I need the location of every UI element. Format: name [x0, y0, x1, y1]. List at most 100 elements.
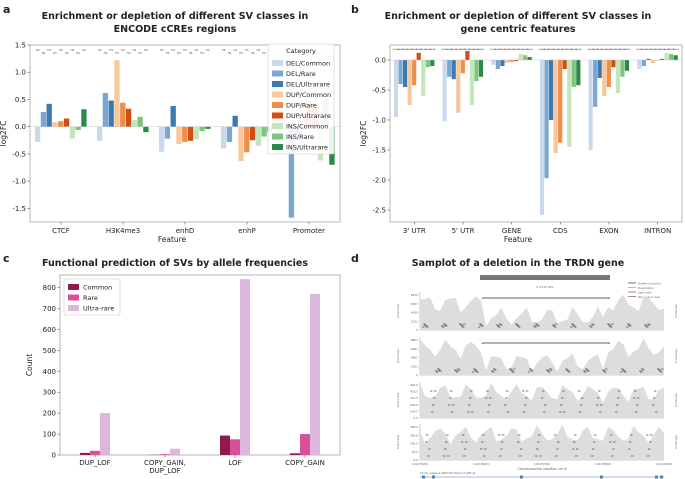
title-b-line1: Enrichment or depletion of different SV …	[385, 11, 652, 22]
b-xtick-label: 5' UTR	[452, 227, 475, 235]
b-bar	[412, 60, 417, 86]
c-bar	[80, 452, 90, 455]
b-significance-mark: ****	[575, 48, 582, 52]
a-significance-mark: ns	[245, 48, 249, 52]
a-legend-label: DEL/Common	[286, 60, 330, 68]
a-significance-mark: ns	[98, 48, 102, 52]
d-track-tick: 4402	[411, 356, 418, 360]
panel-letter-d: d	[351, 252, 359, 265]
b-significance-mark: ****	[499, 48, 506, 52]
a-significance-mark: ns	[262, 51, 266, 55]
c-bar	[310, 293, 320, 455]
d-exon	[422, 475, 425, 479]
a-xtick-label: H3K4me3	[106, 227, 140, 235]
a-significance-mark: ns	[206, 48, 210, 52]
b-bar	[402, 60, 408, 87]
c-legend-label: Ultra-rare	[83, 305, 114, 313]
b-significance-mark: ****	[557, 48, 564, 52]
b-ytick-label: 0.0	[375, 57, 386, 65]
d-deletion-read-end: ◄	[481, 296, 484, 300]
b-significance-mark: ****	[402, 48, 409, 52]
b-ytick-label: -1.5	[372, 147, 386, 155]
a-legend-swatch	[272, 91, 283, 98]
a-significance-mark: ns	[59, 48, 63, 52]
d-track-tick: 104.5	[410, 409, 418, 413]
a-legend-swatch	[272, 133, 283, 140]
d-track-right-label: Coverage	[674, 349, 678, 363]
d-deletion-read-end: ►	[608, 341, 611, 345]
b-significance-mark: ****	[406, 48, 413, 52]
b-significance-mark: ****	[464, 48, 471, 52]
a-bar	[193, 126, 200, 140]
b-bar	[430, 60, 435, 66]
d-exon	[660, 475, 663, 479]
a-significance-mark: ns	[166, 51, 170, 55]
b-bar	[491, 60, 496, 65]
a-bar	[232, 115, 238, 127]
d-track-tick: 4439	[411, 311, 418, 315]
c-bar	[300, 434, 310, 455]
a-bar	[176, 126, 182, 145]
d-coverage-area	[420, 294, 664, 330]
a-significance-mark: ns	[65, 51, 69, 55]
c-xtick-label: COPY_GAIN	[285, 459, 325, 467]
d-deletion-read-end: ◄	[481, 341, 484, 345]
b-significance-mark: ****	[619, 48, 626, 52]
c-ytick-label: 300	[43, 389, 56, 397]
b-bar	[504, 60, 510, 63]
d-track-tick: 2222	[411, 319, 418, 323]
d-exon	[600, 475, 603, 479]
a-ytick-label: -1.5	[12, 205, 26, 213]
b-significance-mark: ****	[615, 48, 622, 52]
d-track-tick: 8801	[411, 338, 418, 342]
c-plot-frame	[59, 274, 341, 456]
d-deletion-bar	[480, 275, 610, 280]
d-legend-label: Deletion/normal	[638, 282, 661, 286]
b-ytick-label: -2.0	[372, 177, 386, 185]
c-legend-swatch	[68, 305, 79, 311]
b-bar	[576, 60, 581, 86]
d-track-right-label: Coverage	[674, 304, 678, 318]
title-b-line2: gene centric features	[460, 24, 575, 35]
d-exon	[520, 475, 523, 479]
a-legend-title: Category	[286, 47, 316, 55]
a-bar	[52, 122, 58, 127]
a-significance-mark: ns	[239, 51, 243, 55]
a-significance-mark: ns	[47, 48, 51, 52]
b-significance-mark: ****	[668, 48, 675, 52]
c-ytick-label: 500	[43, 347, 56, 355]
b-bar	[659, 58, 665, 60]
a-bar	[226, 126, 233, 142]
d-track-tick: 402.0	[410, 383, 418, 387]
b-bar	[460, 60, 465, 74]
a-legend-label: INS/Ultrarare	[286, 144, 328, 152]
b-bar	[421, 60, 426, 96]
a-legend-label: INS/Rare	[286, 133, 314, 141]
b-significance-mark: ****	[650, 48, 657, 52]
b-bar	[469, 60, 474, 105]
b-significance-mark: ****	[473, 48, 480, 52]
c-xtick-label: LOF	[228, 459, 241, 467]
a-significance-mark: ns	[233, 48, 237, 52]
a-significance-mark: ns	[171, 48, 175, 52]
a-bar	[63, 118, 70, 127]
a-significance-mark: ns	[251, 51, 255, 55]
b-significance-mark: ****	[641, 48, 648, 52]
b-bar	[548, 60, 554, 120]
a-legend-swatch	[272, 60, 283, 66]
b-significance-mark: ****	[606, 48, 613, 52]
a-significance-mark: ns	[53, 51, 57, 55]
a-legend-label: INS/Common	[286, 123, 328, 131]
d-track-tick: 95.0	[412, 450, 418, 454]
b-bar	[669, 54, 674, 60]
b-significance-mark: ****	[517, 48, 524, 52]
b-ylabel: log2FC	[359, 121, 368, 147]
d-track-tick: 418.5	[410, 390, 418, 394]
title-d: Samplot of a deletion in the TRDN gene	[412, 258, 624, 269]
d-xtick-label: 122236000	[473, 462, 489, 466]
c-ytick-label: 0	[52, 452, 56, 460]
d-track-right-label: Coverage	[674, 435, 678, 449]
a-bar	[255, 126, 262, 146]
